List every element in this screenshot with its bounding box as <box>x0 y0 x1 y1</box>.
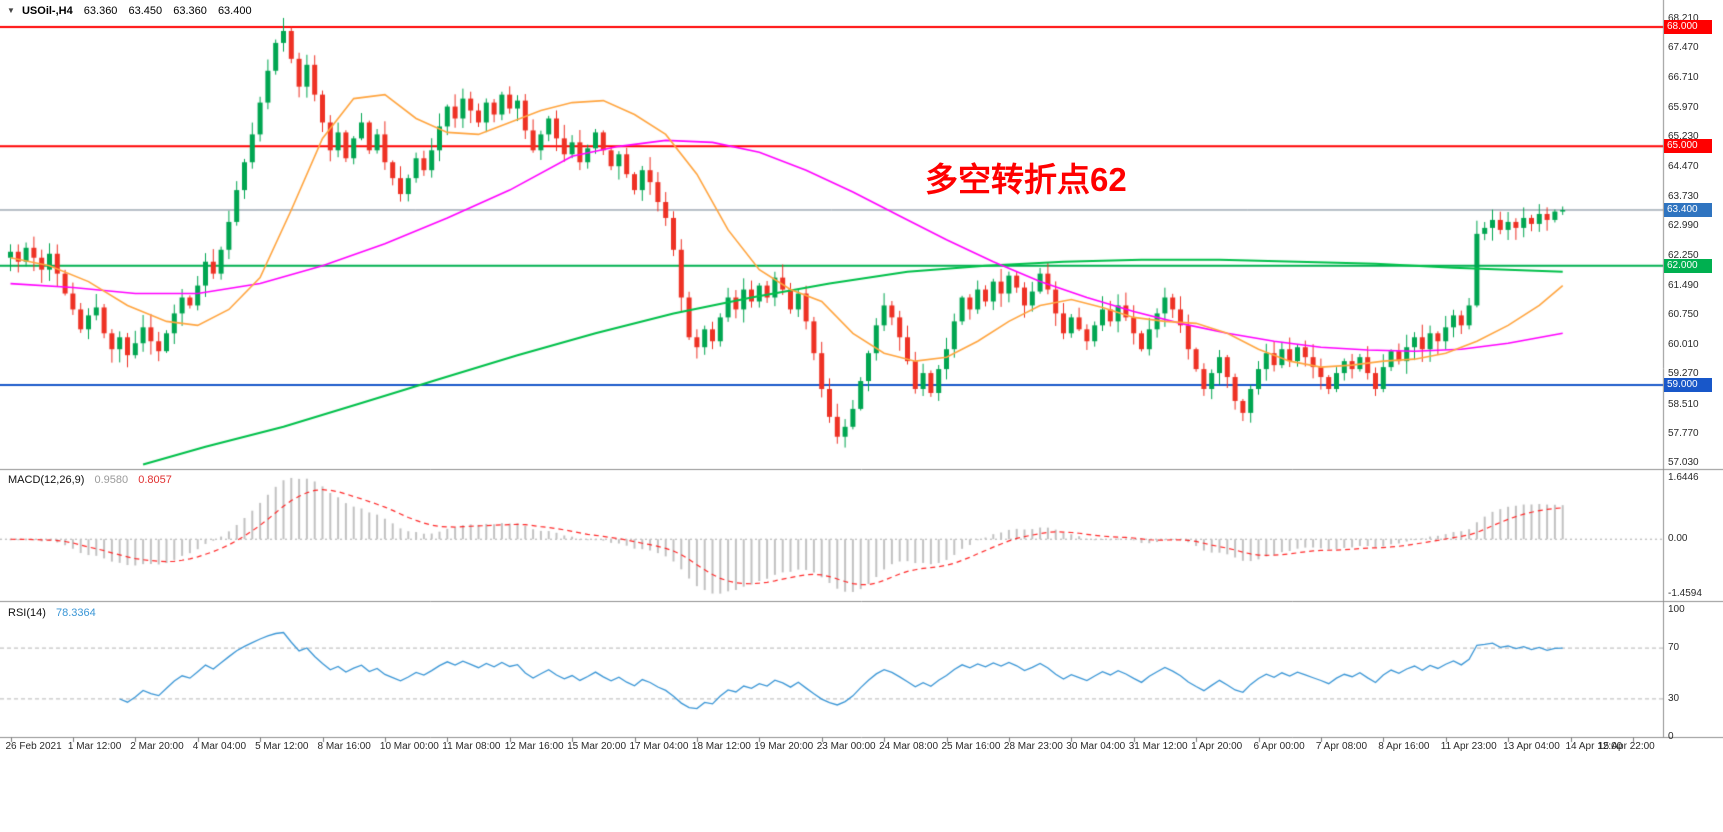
macd-signal-value: 0.8057 <box>138 474 172 486</box>
time-axis-label: 1 Apr 20:00 <box>1191 741 1243 752</box>
time-axis-label: 28 Mar 23:00 <box>1003 741 1063 752</box>
symbol-title: USOil-,H4 <box>21 5 73 17</box>
price-axis-tick: 62.250 <box>1668 249 1699 261</box>
price-level-label[interactable]: 68.000 <box>1664 20 1712 34</box>
time-axis-label: 8 Apr 16:00 <box>1378 741 1430 752</box>
rsi-axis-tick: 100 <box>1668 604 1685 615</box>
quote-open: 63.360 <box>83 5 118 17</box>
price-axis-tick: 63.730 <box>1668 190 1699 202</box>
macd-axis-tick: 1.6446 <box>1668 471 1699 483</box>
time-axis-label: 7 Apr 08:00 <box>1315 741 1368 752</box>
macd-name: MACD(12,26,9) <box>8 474 85 486</box>
time-axis[interactable]: 26 Feb 2021 1 Mar 12:00 2 Mar 20:00 4 Mar 0… <box>0 738 1723 758</box>
price-axis-tick: 60.750 <box>1668 309 1699 321</box>
time-axis-label: 19 Mar 20:00 <box>754 741 814 752</box>
time-axis-label: 8 Mar 16:00 <box>317 741 371 752</box>
time-axis-label: 15 Apr 22:00 <box>1598 741 1655 752</box>
annotation-text[interactable]: 多空转折点62 <box>925 161 1127 198</box>
time-axis-label: 31 Mar 12:00 <box>1128 741 1188 752</box>
time-axis-label: 12 Mar 16:00 <box>504 741 564 752</box>
time-axis-label: 15 Mar 20:00 <box>567 741 627 752</box>
price-axis[interactable]: 68.210 67.470 66.710 65.970 65.230 64.470 63.7… <box>1663 0 1723 757</box>
time-axis-label: 14 Apr 12:00 <box>1565 741 1623 752</box>
price-axis-tick: 66.710 <box>1668 72 1699 84</box>
price-axis-tick: 64.470 <box>1668 161 1699 173</box>
price-level-label[interactable]: 59.000 <box>1664 378 1712 393</box>
macd-axis-tick: -1.4594 <box>1668 587 1702 599</box>
rsi-name: RSI(14) <box>8 607 46 619</box>
rsi-axis-tick: 70 <box>1668 642 1680 654</box>
time-axis-label: 10 Mar 00:00 <box>379 741 439 752</box>
time-axis-label: 25 Mar 16:00 <box>941 741 1001 752</box>
time-axis-label: 30 Mar 04:00 <box>1066 741 1126 752</box>
time-axis-label: 26 Feb 2021 <box>5 741 62 752</box>
time-axis-label: 5 Mar 12:00 <box>255 741 309 752</box>
chart-dropdown-icon[interactable]: ▼ <box>7 6 15 15</box>
price-axis-tick: 58.510 <box>1668 398 1699 410</box>
macd-axis-tick: 0.00 <box>1668 533 1688 545</box>
rsi-label: RSI(14) 78.3364 <box>8 607 96 619</box>
quote-close: 63.400 <box>217 5 252 17</box>
symbol-bar: ▼ USOil-,H4 63.360 63.450 63.360 63.400 <box>7 5 252 17</box>
quote-high: 63.450 <box>128 5 163 17</box>
macd-main-value: 0.9580 <box>94 474 129 486</box>
price-axis-tick: 65.970 <box>1668 101 1699 113</box>
price-axis-tick: 61.490 <box>1668 279 1699 291</box>
time-axis-label: 23 Mar 00:00 <box>816 741 876 752</box>
quote-low: 63.360 <box>173 5 207 17</box>
price-axis-tick: 57.770 <box>1668 427 1699 439</box>
rsi-axis-tick: 0 <box>1668 731 1674 742</box>
time-axis-label: 2 Mar 20:00 <box>130 741 184 752</box>
price-axis-tick: 57.030 <box>1668 457 1699 469</box>
price-axis-tick: 62.990 <box>1668 220 1699 232</box>
price-axis-tick: 59.270 <box>1668 368 1699 380</box>
time-axis-label: 1 Mar 12:00 <box>67 741 122 752</box>
macd-label: MACD(12,26,9) 0.9580 0.8057 <box>8 474 172 486</box>
price-axis-tick: 68.210 <box>1668 12 1699 24</box>
current-price-label: 63.400 <box>1664 202 1712 217</box>
time-axis-label: 6 Apr 00:00 <box>1253 741 1305 752</box>
price-axis-tick: 60.010 <box>1668 338 1699 350</box>
time-axis-label: 11 Apr 23:00 <box>1440 741 1497 752</box>
time-axis-label: 4 Mar 04:00 <box>192 741 247 752</box>
price-level-label[interactable]: 62.000 <box>1664 258 1712 273</box>
time-axis-label: 17 Mar 04:00 <box>629 741 689 752</box>
time-axis-label: 24 Mar 08:00 <box>879 741 939 752</box>
rsi-axis-tick: 30 <box>1668 692 1680 704</box>
rsi-value: 78.3364 <box>55 607 96 619</box>
time-axis-label: 11 Mar 08:00 <box>442 741 501 752</box>
time-axis-label: 18 Mar 12:00 <box>691 741 751 752</box>
price-level-label[interactable]: 65.000 <box>1664 139 1712 154</box>
price-axis-tick: 67.470 <box>1668 42 1699 54</box>
time-axis-label: 13 Apr 04:00 <box>1503 741 1560 752</box>
price-axis-tick: 65.230 <box>1668 131 1699 143</box>
